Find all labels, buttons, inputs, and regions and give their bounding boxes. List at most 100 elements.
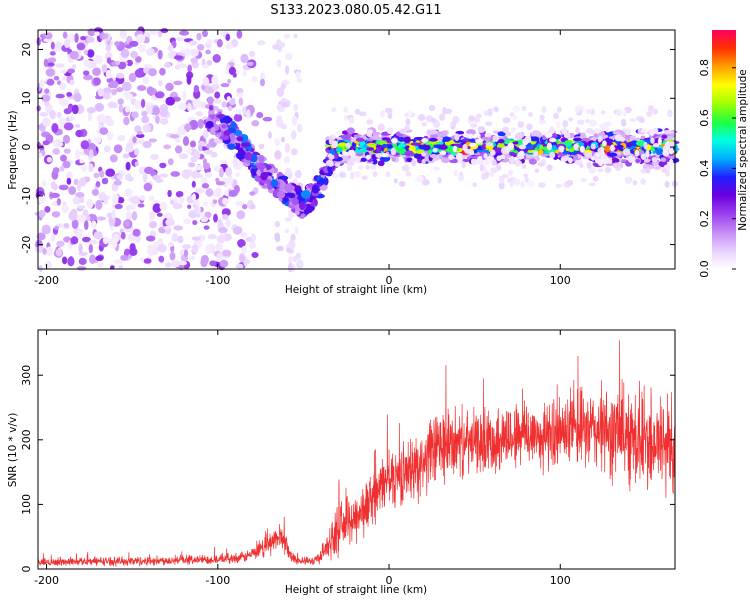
spectrogram-cell	[223, 130, 231, 137]
spectrogram-cell	[36, 105, 41, 112]
spectrogram-cell	[479, 164, 484, 172]
spectrogram-cell	[229, 132, 236, 142]
spectrogram-cell	[398, 180, 406, 187]
spectrogram-cell	[661, 134, 668, 139]
spectrogram-cell	[578, 142, 585, 147]
spectrogram-cell	[117, 196, 125, 204]
spectrogram-cell	[328, 136, 334, 145]
spectrogram-cell	[361, 175, 368, 181]
spectrogram-cell	[142, 141, 152, 149]
spectrogram-cell	[251, 120, 260, 127]
spectrogram-cell	[498, 181, 505, 190]
spectrogram-cell	[652, 142, 660, 148]
spectrogram-cell	[334, 162, 341, 167]
spectrogram-cell	[36, 232, 46, 241]
spectrogram-cell	[212, 199, 218, 204]
spectrogram-cell	[46, 78, 55, 86]
spectrogram-cell	[106, 130, 114, 141]
spectrogram-cell	[66, 171, 73, 181]
spectrogram-cell	[624, 128, 631, 136]
spectrogram-cell	[124, 220, 131, 227]
spectrogram-cell	[235, 108, 242, 115]
spectrogram-cell	[296, 78, 303, 83]
spectrogram-cell	[191, 236, 201, 241]
spectrogram-cell	[117, 134, 126, 142]
spectrogram-cell	[106, 57, 112, 64]
spectrogram-cell	[169, 134, 180, 139]
spectrogram-cell	[52, 167, 60, 174]
spectrogram-cell	[134, 56, 142, 63]
spectrogram-cell	[428, 104, 436, 112]
spectrogram-cell	[628, 117, 636, 122]
spectrogram-cell	[380, 109, 385, 118]
spectrogram-cell	[105, 168, 116, 177]
spectrogram-cell	[404, 150, 414, 157]
spectrogram-cell	[336, 130, 341, 136]
spectrogram-cell	[112, 194, 119, 204]
spectrogram-cell	[410, 142, 422, 146]
spectrogram-cell	[403, 136, 411, 144]
spectrogram-cell	[468, 115, 475, 122]
spectrogram-y-tick-label: -10	[20, 187, 33, 205]
spectrogram-cell	[259, 71, 266, 82]
spectrogram-cell	[183, 218, 191, 225]
spectrogram-cell	[274, 150, 282, 160]
spectrogram-cell	[327, 165, 332, 173]
spectrogram-cell	[148, 195, 155, 201]
spectrogram-cell	[97, 87, 104, 97]
spectrogram-cell	[538, 119, 547, 125]
spectrogram-cell	[203, 149, 213, 155]
spectrogram-cell	[56, 80, 62, 86]
spectrogram-cell	[94, 31, 100, 37]
spectrogram-cell	[216, 235, 226, 244]
spectrogram-cell	[489, 149, 496, 156]
spectrogram-cell	[125, 211, 132, 220]
spectrogram-cell	[428, 137, 438, 142]
spectrogram-cell	[390, 138, 398, 143]
spectrogram-cell	[562, 119, 569, 128]
spectrogram-cell	[83, 74, 93, 81]
spectrogram-cell	[236, 136, 244, 142]
spectrogram-cell	[191, 244, 199, 255]
spectrogram-cell	[338, 142, 348, 147]
spectrogram-cell	[93, 150, 98, 156]
spectrogram-cell	[54, 225, 59, 231]
spectrogram-cell	[453, 169, 458, 177]
spectrogram-cell	[601, 110, 606, 115]
spectrogram-cell	[295, 252, 301, 260]
spectrogram-cell	[249, 191, 256, 196]
spectrogram-cell	[427, 129, 439, 135]
spectrogram-cell	[93, 231, 103, 240]
spectrogram-cell	[514, 159, 521, 167]
spectrogram-x-tick-label: -200	[34, 274, 59, 287]
spectrogram-cell	[179, 261, 188, 266]
spectrogram-cell	[555, 183, 563, 188]
spectrogram-cell	[156, 212, 163, 217]
spectrogram-cell	[134, 125, 142, 133]
spectrogram-cell	[367, 129, 373, 134]
spectrogram-cell	[59, 69, 67, 75]
spectrogram-cell	[241, 142, 251, 148]
spectrogram-cell	[63, 223, 70, 229]
spectrogram-cell	[355, 149, 366, 154]
spectrogram-cell	[130, 195, 140, 205]
spectrogram-cell	[41, 94, 51, 103]
spectrogram-cell	[438, 141, 444, 145]
spectrogram-cell	[620, 118, 627, 127]
spectrogram-cell	[211, 99, 222, 104]
spectrogram-cell	[440, 150, 447, 156]
spectrogram-cell	[274, 138, 281, 147]
spectrogram-cell	[329, 154, 335, 160]
spectrogram-cell	[136, 139, 146, 145]
spectrogram-cell	[418, 144, 429, 150]
spectrogram-cell	[219, 159, 228, 164]
spectrogram-cell	[46, 62, 55, 67]
spectrogram-cell	[105, 69, 112, 79]
spectrogram-cell	[230, 121, 236, 129]
spectrogram-cell	[295, 70, 301, 79]
spectrogram-cell	[159, 67, 166, 76]
spectrogram-cell	[588, 182, 596, 187]
spectrogram-cell	[204, 85, 215, 94]
spectrogram-cell	[284, 167, 292, 177]
spectrogram-cell	[227, 143, 236, 150]
